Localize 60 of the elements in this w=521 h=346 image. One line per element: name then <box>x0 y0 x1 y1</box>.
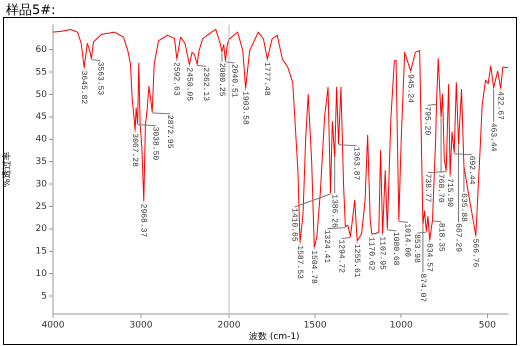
chart-title: 样品5#: <box>6 2 56 19</box>
annotation: 2040.51 <box>229 64 238 98</box>
x-axis-title: 波数 (cm-1) <box>249 330 300 343</box>
annotation: 667.29 <box>453 223 462 252</box>
y-tick-label: 35 <box>36 157 47 168</box>
annotation: 463.44 <box>488 122 498 152</box>
x-tick-label: 1500 <box>304 320 327 331</box>
annotation: 3563.53 <box>95 62 104 96</box>
y-tick-label: 10 <box>36 269 48 280</box>
x-tick-label: 2000 <box>218 320 241 331</box>
y-tick-label: 25 <box>36 202 47 212</box>
annotation: 3067.28 <box>130 133 139 168</box>
y-tick-label: 20 <box>36 224 48 234</box>
annotation: 834.57 <box>424 243 434 272</box>
annotation: 715.90 <box>445 178 454 208</box>
y-tick-label: 55 <box>36 67 47 78</box>
annotation: 818.35 <box>436 222 446 252</box>
annotation: 3038.50 <box>150 126 160 160</box>
annotation: 1587.53 <box>294 245 304 280</box>
annotation: 422.67 <box>496 91 505 120</box>
annotation: 768.70 <box>436 174 445 203</box>
annotation: 795.20 <box>422 106 432 136</box>
annotation: 1255.61 <box>352 244 362 278</box>
annotation: 1014.00 <box>402 223 412 258</box>
x-tick-label: 1000 <box>390 320 413 331</box>
y-tick-label: 45 <box>36 112 47 122</box>
annotation: 1903.58 <box>240 91 250 125</box>
annotation: 1777.48 <box>262 62 272 96</box>
annotation: 566.76 <box>470 238 480 268</box>
annotation: 635.88 <box>458 193 468 222</box>
y-tick-label: 30 <box>36 179 48 190</box>
annotation: 1504.78 <box>309 250 318 284</box>
annotation: 2872.95 <box>165 114 174 149</box>
y-tick-label: 40 <box>36 134 48 145</box>
annotation: 1294.72 <box>336 239 346 274</box>
annotation: 945.24 <box>406 74 415 104</box>
annotation: 2450.05 <box>184 67 194 102</box>
x-tick-label: 4000 <box>42 320 65 331</box>
annotation: 853.98 <box>412 234 422 264</box>
annotation: 2592.63 <box>172 62 181 96</box>
annotation: 3645.82 <box>79 70 88 104</box>
annotation: 738.77 <box>423 174 432 203</box>
y-tick-label: 60 <box>36 44 48 55</box>
x-tick-label: 3000 <box>130 320 153 331</box>
annotation: 1363.87 <box>351 146 360 181</box>
annotation: 1107.95 <box>378 236 387 270</box>
annotation: 2968.37 <box>138 204 148 238</box>
annotation: 1324.41 <box>322 230 332 264</box>
y-tick-label: 50 <box>36 90 48 100</box>
annotation: 2362.13 <box>201 67 210 102</box>
annotation: 1410.65 <box>289 208 298 242</box>
annotation: 1170.62 <box>366 236 376 271</box>
y-tick-label: 15 <box>36 246 47 257</box>
annotation: 874.07 <box>418 273 427 302</box>
y-tick-label: 5 <box>41 291 47 302</box>
annotation: 1386.26 <box>330 194 339 228</box>
annotation: 692.44 <box>467 156 476 185</box>
x-tick-label: 500 <box>478 320 496 331</box>
annotation: 2080.25 <box>216 62 226 97</box>
annotation: 1080.68 <box>391 232 400 266</box>
